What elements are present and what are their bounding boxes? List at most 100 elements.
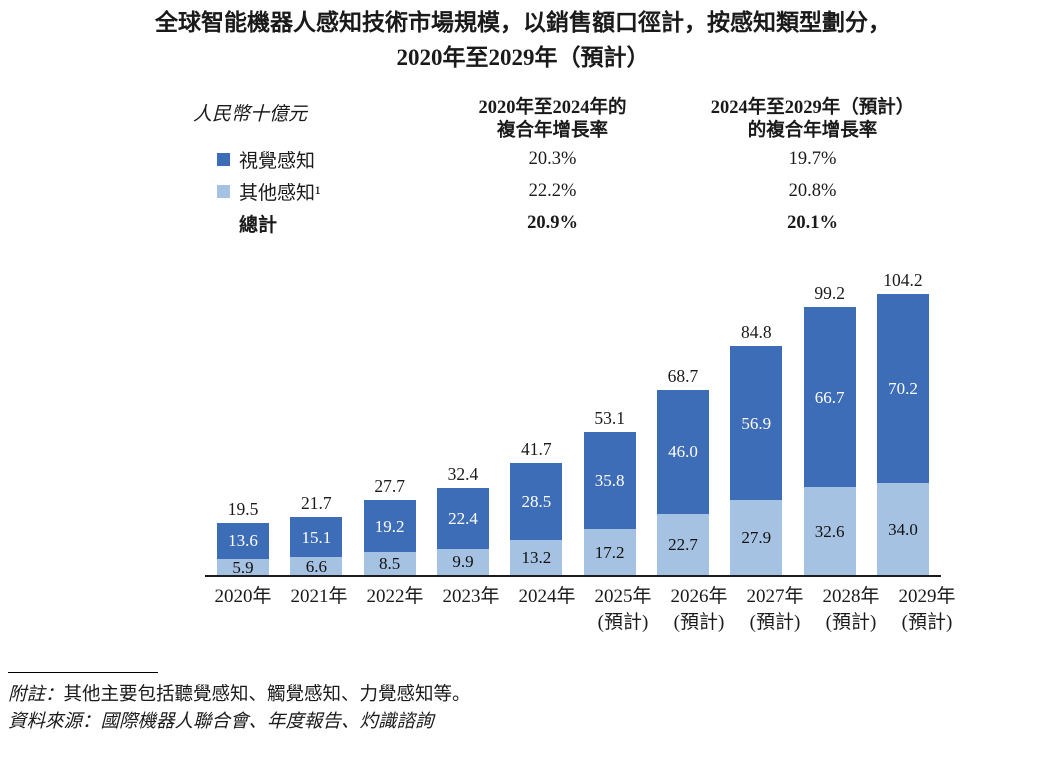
x-axis-label: 2026年 (預計): [661, 584, 737, 635]
bar-segment-value-label: 66.7: [814, 387, 845, 407]
bar-column: 104.2 70.2 34.0: [876, 269, 929, 576]
bar-chart: 19.5 13.6 5.9 21.7 15.1 6.6 27.7 19.2 8.5 32.4 22.…: [205, 253, 941, 578]
bar-segment-value-label: 32.6: [814, 521, 845, 541]
chart-title: 全球智能機器人感知技術市場規模，以銷售額口徑計，按感知類型劃分， 2020年至2…: [0, 0, 1046, 75]
x-axis-label: 2027年 (預計): [737, 584, 813, 635]
bar-segment-value-label: 13.6: [228, 531, 258, 551]
cagr-value: 20.3%: [528, 148, 577, 169]
cagr-value: 20.8%: [788, 180, 837, 201]
bar-segment-value-label: 22.4: [448, 508, 478, 528]
x-axis-forecast-tag: (預計): [597, 611, 649, 633]
bar-segment-value-label: 28.5: [521, 491, 552, 511]
x-axis-year: 2028年: [822, 586, 880, 608]
bar-segment-visual: 13.6: [217, 522, 269, 560]
bar-total-label: 99.2: [814, 283, 845, 304]
bar-segment-other: 6.6: [290, 556, 343, 576]
bar-segment-visual: 56.9: [730, 346, 783, 500]
bar-segment-other: 27.9: [730, 499, 783, 576]
bar-segment-visual: 35.8: [583, 432, 636, 529]
x-axis-forecast-tag: (預計): [901, 611, 953, 633]
legend-label: 視覺感知: [239, 150, 316, 172]
x-axis-year: 2022年: [366, 586, 424, 608]
x-axis-year: 2020年: [214, 586, 272, 608]
x-axis-year: 2025年: [594, 586, 652, 608]
x-axis-label: 2029年 (預計): [889, 584, 965, 635]
cagr-value: 19.7%: [788, 148, 837, 169]
bar-segment-value-label: 46.0: [668, 442, 698, 462]
bar-total-label: 53.1: [594, 408, 625, 429]
x-axis-label: 2025年 (預計): [585, 584, 661, 635]
legend-label: 總計: [239, 214, 278, 236]
bar-segment-value-label: 5.9: [232, 557, 254, 577]
bar-segment-value-label: 19.2: [374, 516, 405, 536]
cagr-col1-header: 2020年至2024年的 複合年增長率: [478, 98, 627, 142]
chart-title-line2: 2020年至2029年（預計）: [396, 44, 650, 70]
bar-segment-visual: 70.2: [876, 293, 929, 484]
chart-title-line1: 全球智能機器人感知技術市場規模，以銷售額口徑計，按感知類型劃分，: [155, 10, 891, 35]
bar-column: 68.7 46.0 22.7: [656, 366, 709, 576]
bar-column: 99.2 66.7 32.6: [803, 283, 856, 576]
x-axis-forecast-tag: (預計): [673, 611, 725, 633]
bar-total-label: 27.7: [374, 476, 405, 497]
bar-segment-visual: 22.4: [436, 488, 489, 549]
bar-total-label: 41.7: [521, 438, 552, 459]
bar-segment-visual: 66.7: [803, 307, 856, 488]
bar-segment-value-label: 17.2: [594, 542, 625, 562]
x-axis-forecast-tag: (預計): [749, 611, 801, 633]
x-axis-label: 2023年: [433, 584, 509, 635]
bar-segment-visual: 15.1: [290, 516, 343, 558]
bar-total-label: 19.5: [227, 498, 259, 519]
bar-column: 21.7 15.1 6.6: [290, 493, 343, 576]
x-axis: 2020年 2021年 2022年 2023年 2024年 2025年 (預計) 2026年 (…: [205, 577, 965, 635]
footnote-1-text: 其他主要包括聽覺感知、觸覺感知、力覺感知等。: [63, 684, 471, 705]
bar-total-label: 32.4: [447, 464, 479, 485]
bar-total-label: 104.2: [883, 269, 923, 290]
bar-segment-other: 9.9: [436, 548, 489, 576]
x-axis-label: 2022年: [357, 584, 433, 635]
legend-label: 其他感知¹: [239, 182, 321, 204]
source-text: 國際機器人聯合會、年度報告、灼識諮詢: [100, 712, 434, 733]
footnotes: 附註：其他主要包括聽覺感知、觸覺感知、力覺感知等。 資料來源：國際機器人聯合會、…: [8, 671, 1046, 738]
x-axis-year: 2029年: [898, 586, 956, 608]
footnote-1: 附註：其他主要包括聽覺感知、觸覺感知、力覺感知等。: [8, 682, 1046, 710]
footnote-1-label: 附註：: [8, 684, 64, 705]
bar-segment-visual: 28.5: [510, 462, 563, 540]
source-line: 資料來源：國際機器人聯合會、年度報告、灼識諮詢: [8, 709, 1046, 737]
x-axis-year: 2021年: [290, 586, 348, 608]
bar-segment-value-label: 8.5: [379, 554, 401, 574]
unit-label: 人民幣十億元: [193, 104, 308, 125]
legend-cagr-table: 人民幣十億元 2020年至2024年的 複合年增長率 2024年至2029年（預…: [185, 97, 1046, 239]
bar-column: 27.7 19.2 8.5: [363, 476, 416, 576]
x-axis-forecast-tag: (預計): [825, 611, 877, 633]
legend-swatch-light-blue: [217, 184, 230, 198]
legend-item-other: 其他感知¹: [185, 175, 435, 207]
bar-segment-other: 17.2: [583, 528, 636, 576]
bar-segment-value-label: 6.6: [305, 556, 327, 576]
bar-column: 41.7 28.5 13.2: [510, 438, 563, 576]
x-axis-label: 2021年: [281, 584, 357, 635]
bar-segment-value-label: 27.9: [741, 528, 772, 548]
cagr-value: 22.2%: [528, 180, 577, 201]
bar-segment-value-label: 70.2: [888, 379, 918, 399]
bar-column: 32.4 22.4 9.9: [436, 464, 489, 576]
bar-segment-value-label: 34.0: [888, 519, 918, 539]
source-label: 資料來源：: [8, 712, 101, 733]
bar-segment-other: 5.9: [217, 557, 269, 577]
cagr-col2-header: 2024年至2029年（預計） 的複合年增長率: [710, 98, 915, 142]
x-axis-label: 2028年 (預計): [813, 584, 889, 635]
bar-column: 53.1 35.8 17.2: [583, 408, 636, 576]
x-axis-label: 2024年: [509, 584, 585, 635]
x-axis-year: 2024年: [518, 586, 576, 608]
x-axis-year: 2023年: [442, 586, 500, 608]
legend-item-total: 總計: [185, 207, 435, 239]
cagr-value: 20.1%: [787, 212, 838, 233]
bar-segment-value-label: 22.7: [668, 535, 698, 555]
bar-column: 19.5 13.6 5.9: [217, 499, 269, 576]
x-axis-year: 2026年: [670, 586, 728, 608]
bar-segment-other: 34.0: [876, 483, 929, 576]
bar-segment-value-label: 9.9: [452, 552, 474, 572]
cagr-value: 20.9%: [527, 212, 578, 233]
bar-segment-visual: 19.2: [363, 500, 416, 553]
bar-segment-value-label: 56.9: [741, 413, 772, 433]
